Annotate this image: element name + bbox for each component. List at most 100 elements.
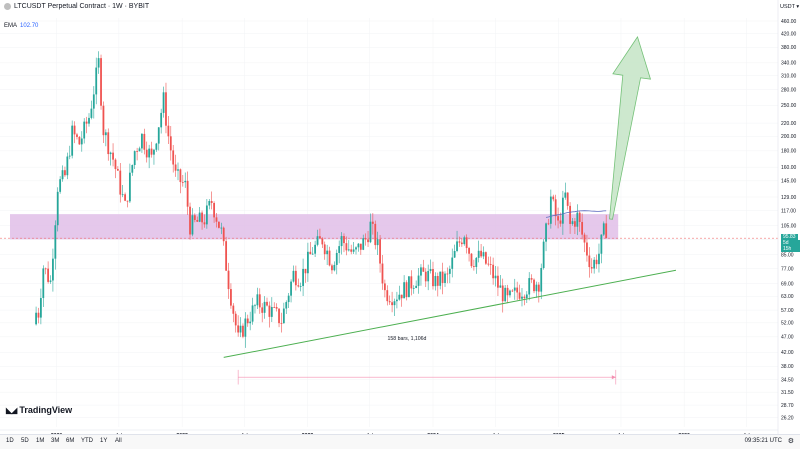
tradingview-logo[interactable]: ◣◢ TradingView [6,405,72,415]
candle-body [307,251,309,274]
candle-body [405,282,408,298]
candle-body [528,278,531,295]
candle-body [121,194,124,196]
timeframe-5d[interactable]: 5D [21,438,29,444]
candle-body [68,155,71,157]
candle-body [458,241,461,243]
candle-body [76,134,78,137]
candle-body [191,215,194,235]
candle-body [169,136,172,151]
candle-body [287,295,290,303]
range-label: 158 bars, 1,106d [388,336,427,342]
candle-body [316,236,319,245]
timeframe-ytd[interactable]: YTD [81,438,93,444]
candle-body [600,234,603,254]
date-price-range[interactable]: 158 bars, 1,106d [237,336,617,385]
candle-body [321,238,324,245]
ema-legend[interactable]: EMA 102.70 [4,23,38,29]
candle-body [66,156,69,176]
candle-body [487,263,490,265]
candle-body [355,247,357,250]
candle-body [566,192,569,206]
candle-body [504,287,507,302]
timeframe-all[interactable]: All [115,438,122,444]
symbol-title[interactable]: LTCUSDT Perpetual Contract · 1W · BYBIT [14,3,150,10]
timeframe-3m[interactable]: 3M [51,438,60,444]
candle-body [357,243,360,248]
candle-body [540,267,543,292]
candle-body [561,197,564,224]
candle-body [179,169,182,183]
candle-body [460,242,463,245]
candle-body [172,150,175,165]
candle-body [71,125,74,156]
timeframe-1y[interactable]: 1Y [100,438,108,444]
candle-body [39,298,42,318]
y-tick-label: 145.00 [781,179,797,185]
candle-body [230,289,232,306]
ema-value: 102.70 [20,23,39,29]
candle-body [162,92,165,113]
candle-body [73,125,76,135]
candle-body [227,270,230,290]
y-tick-label: 31.50 [781,390,794,396]
timeframe-1m[interactable]: 1M [36,438,45,444]
currency-selector[interactable]: USDT ▾ [780,4,800,10]
candle-body [427,270,430,282]
candle-body [208,201,211,206]
candle-body [323,244,326,255]
timeframe-6m[interactable]: 6M [66,438,75,444]
candles [35,51,608,348]
support-trendline[interactable] [223,269,677,358]
candle-body [256,294,259,306]
bottom-toolbar: 1D 5D 1M 3M 6M YTD 1Y All 09:35:21 UTC ⚙ [0,434,800,449]
clock[interactable]: 09:35:21 UTC [744,438,782,444]
candle-body [49,280,52,282]
candle-body [210,201,213,203]
candle-body [352,249,355,252]
resistance-zone[interactable] [10,214,619,240]
y-tick-label: 160.00 [781,165,797,171]
candle-body [213,202,215,218]
candle-body [422,267,425,272]
candle-body [198,212,201,222]
y-tick-label: 28.70 [781,403,794,409]
candle-body [485,252,487,264]
candle-body [559,220,562,224]
candle-body [518,292,521,299]
candle-body [470,253,473,267]
candle-body [533,279,535,292]
candle-body [97,58,100,68]
candle-body [304,268,307,274]
projection-arrow[interactable] [609,35,652,220]
candle-body [47,268,50,282]
candle-body [143,133,146,150]
candle-body [331,265,333,271]
candle-body [160,112,163,128]
candle-body [432,269,434,287]
candle-body [403,282,406,299]
candle-body [242,325,244,337]
candle-body [511,290,514,292]
price-axis[interactable]: 26.20 28.70 31.50 34.50 38.00 42.00 47.00 52.00… [777,0,800,434]
candle-body [292,270,295,282]
price-axis-bg [778,0,800,434]
candle-body [369,221,372,243]
candle-body [343,236,345,244]
candle-body [477,250,480,258]
candle-body [246,318,249,324]
y-tick-label: 105.00 [781,223,797,229]
timeframe-1d[interactable]: 1D [6,438,14,444]
candle-body [90,108,93,118]
candle-body [516,287,519,293]
candle-body [340,236,343,247]
candle-body [415,285,418,288]
gear-icon[interactable]: ⚙ [787,438,794,445]
candle-body [364,238,367,240]
candle-body [222,227,225,242]
candle-body [569,205,571,224]
y-tick-label: 280.00 [781,88,797,94]
ema-label: EMA [4,23,18,29]
y-tick-label: 57.00 [781,308,794,314]
